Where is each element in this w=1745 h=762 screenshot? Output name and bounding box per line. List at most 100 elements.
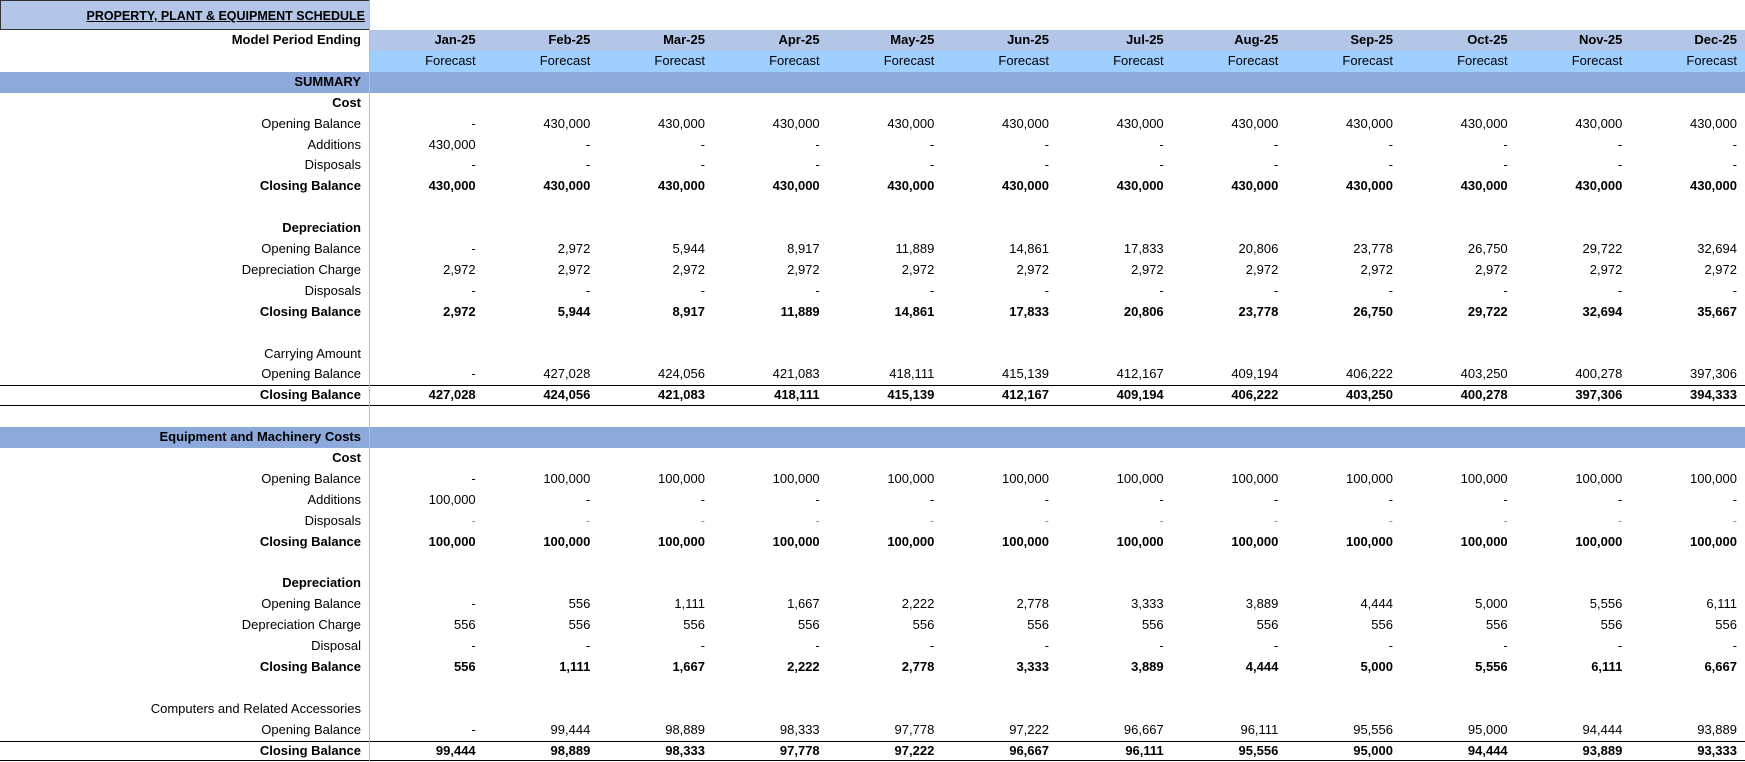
value-cell[interactable]: 403,250 bbox=[1345, 387, 1393, 403]
value-cell[interactable]: 29,722 bbox=[1582, 241, 1623, 256]
value-cell[interactable]: - bbox=[1388, 136, 1393, 152]
value-cell[interactable]: 406,222 bbox=[1231, 387, 1279, 403]
value-cell[interactable]: 430,000 bbox=[543, 178, 591, 194]
value-cell[interactable]: 430,000 bbox=[1345, 178, 1393, 194]
value-cell[interactable]: 2,972 bbox=[787, 261, 820, 277]
value-cell[interactable]: 26,750 bbox=[1467, 241, 1508, 256]
value-cell[interactable]: - bbox=[1388, 282, 1393, 298]
value-cell[interactable]: 100,000 bbox=[428, 491, 476, 507]
row-label[interactable]: Closing Balance bbox=[259, 742, 361, 758]
month-header[interactable]: Jul-25 bbox=[1126, 32, 1164, 47]
value-cell[interactable]: 415,139 bbox=[887, 387, 935, 403]
value-cell[interactable]: 97,222 bbox=[894, 742, 935, 758]
value-cell[interactable]: 97,222 bbox=[1009, 721, 1049, 737]
value-cell[interactable]: - bbox=[1273, 282, 1279, 298]
value-cell[interactable]: 1,667 bbox=[787, 596, 820, 612]
month-header[interactable]: Aug-25 bbox=[1234, 32, 1279, 47]
value-cell[interactable]: - bbox=[1732, 136, 1737, 152]
value-cell[interactable]: 93,889 bbox=[1582, 742, 1623, 758]
row-label[interactable]: Cost bbox=[332, 94, 361, 110]
value-cell[interactable]: 100,000 bbox=[1001, 470, 1049, 486]
month-header[interactable]: Dec-25 bbox=[1694, 32, 1737, 47]
value-cell[interactable]: - bbox=[815, 136, 820, 152]
value-cell[interactable]: - bbox=[471, 512, 476, 528]
value-cell[interactable]: 2,972 bbox=[1016, 261, 1049, 277]
value-cell[interactable]: 8,917 bbox=[672, 303, 705, 319]
value-cell[interactable]: 97,778 bbox=[779, 742, 820, 758]
value-cell[interactable]: 100,000 bbox=[657, 533, 705, 549]
value-cell[interactable]: 406,222 bbox=[1345, 366, 1393, 382]
value-cell[interactable]: 2,972 bbox=[443, 261, 476, 277]
value-cell[interactable]: 403,250 bbox=[1460, 366, 1508, 382]
value-cell[interactable]: 14,861 bbox=[894, 303, 935, 319]
value-cell[interactable]: - bbox=[700, 136, 705, 152]
value-cell[interactable]: 3,333 bbox=[1131, 596, 1164, 612]
value-cell[interactable]: 6,111 bbox=[1591, 659, 1623, 674]
row-label[interactable]: Equipment and Machinery Costs bbox=[159, 429, 361, 445]
value-cell[interactable]: 5,944 bbox=[672, 241, 705, 256]
month-header[interactable]: Jan-25 bbox=[434, 32, 476, 47]
value-cell[interactable]: 430,000 bbox=[1575, 115, 1623, 131]
value-cell[interactable]: - bbox=[585, 512, 591, 528]
row-label[interactable]: Closing Balance bbox=[259, 533, 361, 549]
value-cell[interactable]: 100,000 bbox=[1575, 470, 1623, 486]
value-cell[interactable]: 2,972 bbox=[672, 261, 705, 277]
value-cell[interactable]: - bbox=[1044, 491, 1049, 507]
value-cell[interactable]: 2,972 bbox=[1245, 261, 1279, 277]
value-cell[interactable]: 2,222 bbox=[901, 596, 935, 612]
value-cell[interactable]: 96,111 bbox=[1125, 742, 1164, 758]
value-cell[interactable]: 100,000 bbox=[1231, 533, 1279, 549]
value-cell[interactable]: 5,556 bbox=[1475, 659, 1508, 674]
value-cell[interactable]: 556 bbox=[568, 596, 591, 612]
value-cell[interactable]: 5,000 bbox=[1360, 659, 1393, 674]
value-cell[interactable]: - bbox=[585, 282, 591, 298]
month-header[interactable]: Feb-25 bbox=[548, 32, 591, 47]
value-cell[interactable]: 5,556 bbox=[1589, 596, 1623, 612]
value-cell[interactable]: 409,194 bbox=[1231, 366, 1279, 382]
row-label[interactable]: Depreciation Charge bbox=[241, 261, 361, 277]
value-cell[interactable]: 421,083 bbox=[657, 387, 705, 403]
value-cell[interactable]: 556 bbox=[1600, 617, 1623, 633]
value-cell[interactable]: - bbox=[929, 638, 935, 654]
value-cell[interactable]: 2,972 bbox=[557, 241, 591, 256]
value-cell[interactable]: - bbox=[1732, 491, 1737, 507]
value-cell[interactable]: - bbox=[1044, 512, 1049, 528]
value-cell[interactable]: 96,667 bbox=[1123, 721, 1164, 737]
value-cell[interactable]: 98,333 bbox=[779, 721, 820, 737]
value-cell[interactable]: - bbox=[700, 491, 705, 507]
row-label[interactable]: Additions bbox=[307, 491, 361, 507]
row-label[interactable]: Closing Balance bbox=[259, 178, 361, 194]
value-cell[interactable]: 427,028 bbox=[543, 366, 591, 382]
value-cell[interactable]: - bbox=[1732, 157, 1737, 173]
value-cell[interactable]: - bbox=[1273, 136, 1279, 152]
value-cell[interactable]: - bbox=[471, 115, 476, 131]
month-header[interactable]: Mar-25 bbox=[663, 32, 705, 47]
value-cell[interactable]: 100,000 bbox=[1575, 533, 1623, 549]
value-cell[interactable]: 409,194 bbox=[1116, 387, 1164, 403]
value-cell[interactable]: 11,889 bbox=[895, 241, 935, 256]
value-cell[interactable]: - bbox=[1388, 638, 1393, 654]
value-cell[interactable]: 4,444 bbox=[1360, 596, 1393, 612]
value-cell[interactable]: 100,000 bbox=[1116, 533, 1164, 549]
value-cell[interactable]: 427,028 bbox=[428, 387, 476, 403]
value-cell[interactable]: 430,000 bbox=[887, 115, 935, 131]
value-cell[interactable]: 100,000 bbox=[772, 470, 820, 486]
value-cell[interactable]: 430,000 bbox=[1116, 115, 1164, 131]
value-cell[interactable]: - bbox=[700, 157, 705, 173]
value-cell[interactable]: 424,056 bbox=[543, 387, 591, 403]
value-cell[interactable]: 2,972 bbox=[901, 261, 935, 277]
value-cell[interactable]: 96,111 bbox=[1240, 721, 1279, 737]
value-cell[interactable]: 17,833 bbox=[1009, 303, 1049, 319]
value-cell[interactable]: - bbox=[1159, 638, 1164, 654]
value-cell[interactable]: - bbox=[929, 491, 935, 507]
value-cell[interactable]: 394,333 bbox=[1689, 387, 1737, 403]
value-cell[interactable]: 100,000 bbox=[1345, 533, 1393, 549]
value-cell[interactable]: 421,083 bbox=[772, 366, 820, 382]
row-label[interactable]: Disposals bbox=[304, 512, 361, 528]
value-cell[interactable]: 415,139 bbox=[1001, 366, 1049, 382]
value-cell[interactable]: 397,306 bbox=[1689, 366, 1737, 382]
value-cell[interactable]: 556 bbox=[568, 617, 591, 633]
value-cell[interactable]: - bbox=[1159, 512, 1164, 528]
row-label[interactable]: Opening Balance bbox=[261, 721, 361, 737]
value-cell[interactable]: 430,000 bbox=[428, 136, 476, 152]
